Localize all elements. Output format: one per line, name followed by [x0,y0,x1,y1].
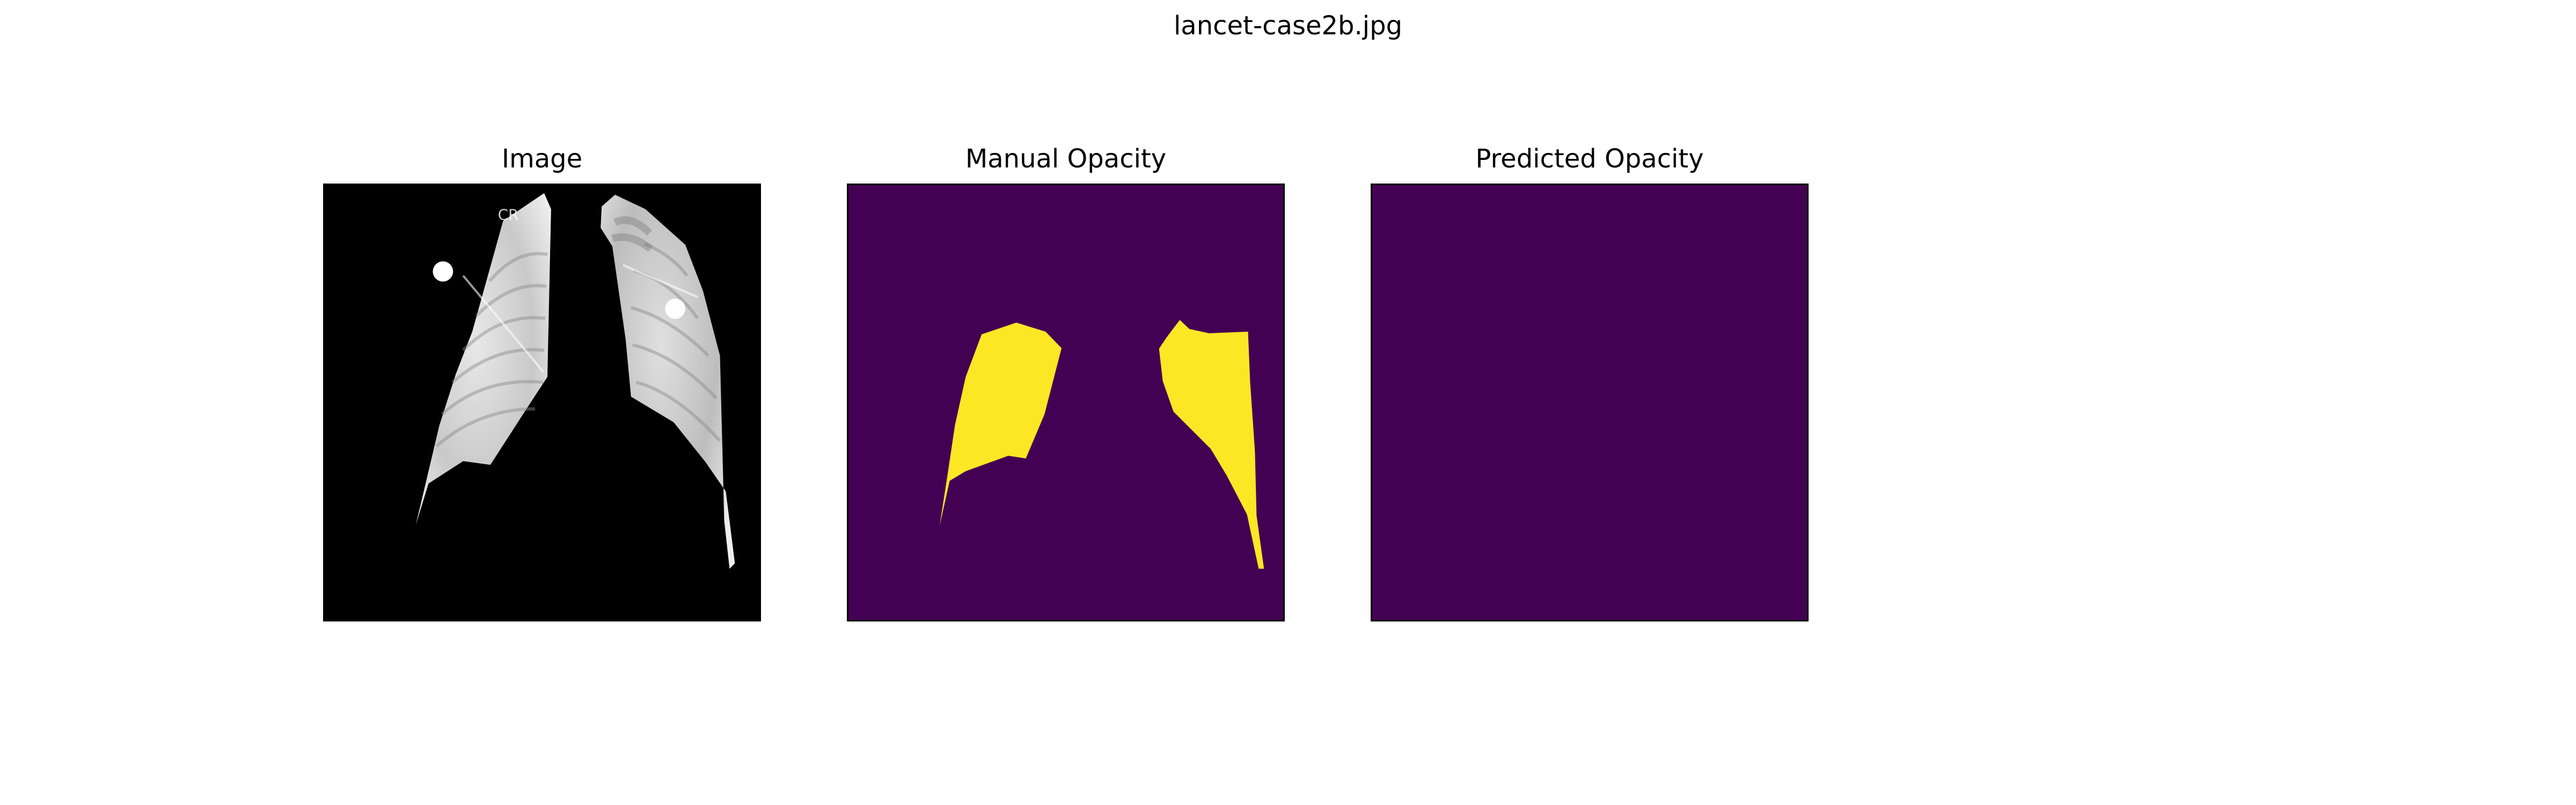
manual-opacity-right-region [1159,320,1264,569]
right-lung [601,194,735,569]
manual-opacity-title: Manual Opacity [965,144,1167,174]
predicted-opacity-title: Predicted Opacity [1475,144,1704,174]
marker-left [433,261,453,282]
manual-opacity-left-region [939,323,1062,526]
xray-image: CR [325,185,759,620]
xray-marker-text: CR [498,206,519,224]
manual-opacity-mask [848,185,1283,620]
marker-right [665,298,686,319]
predicted-opacity-panel [1371,184,1809,621]
xray-image-panel: CR [323,184,761,621]
left-lung [415,193,551,525]
image-panel-title: Image [501,144,583,174]
manual-opacity-panel [847,184,1285,621]
figure-title: lancet-case2b.jpg [1173,11,1403,41]
predicted-opacity-mask [1372,185,1807,620]
